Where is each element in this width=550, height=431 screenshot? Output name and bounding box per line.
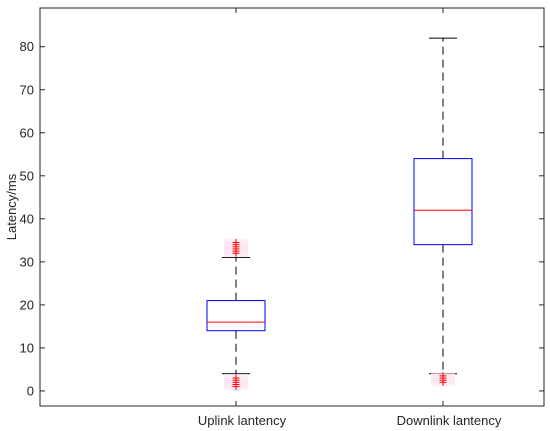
outlier-marker bbox=[439, 372, 447, 380]
box-downlink bbox=[413, 37, 473, 387]
y-axis-label: Latency/ms bbox=[4, 173, 19, 240]
y-axis-ticks: 0 10 20 30 40 50 60 70 80 bbox=[20, 39, 544, 398]
box-plot-layer bbox=[206, 37, 473, 391]
y-tick-label: 10 bbox=[20, 340, 34, 355]
y-tick-label: 0 bbox=[27, 383, 34, 398]
outlier-marker bbox=[232, 238, 240, 246]
y-tick-label: 30 bbox=[20, 254, 34, 269]
axes bbox=[39, 7, 545, 407]
y-tick-label: 80 bbox=[20, 39, 34, 54]
box-iqr bbox=[413, 158, 473, 246]
y-tick-label: 20 bbox=[20, 297, 34, 312]
y-tick-label: 50 bbox=[20, 168, 34, 183]
box-iqr bbox=[206, 300, 266, 332]
outlier-marker bbox=[232, 374, 240, 382]
y-tick-label: 70 bbox=[20, 82, 34, 97]
x-tick-label: Downlink lantency bbox=[397, 413, 502, 428]
plot-frame bbox=[39, 7, 545, 407]
box-uplink bbox=[206, 238, 266, 391]
x-tick-label: Uplink lantency bbox=[198, 413, 287, 428]
x-axis-ticks: Uplink lantency Downlink lantency bbox=[198, 8, 502, 428]
y-tick-label: 60 bbox=[20, 125, 34, 140]
y-tick-label: 40 bbox=[20, 211, 34, 226]
